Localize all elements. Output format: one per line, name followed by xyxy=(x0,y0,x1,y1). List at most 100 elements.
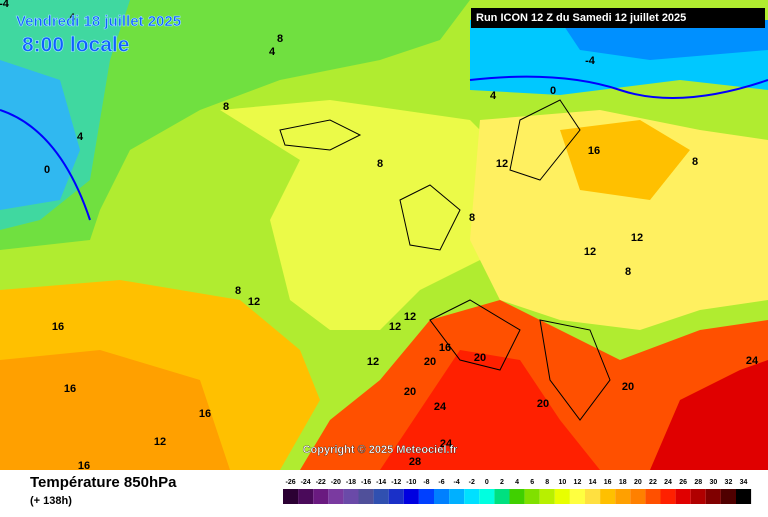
contour-label: 20 xyxy=(424,356,436,368)
legend-label: 8 xyxy=(545,479,549,486)
legend-label: -6 xyxy=(438,479,444,486)
legend-swatch xyxy=(464,489,480,504)
contour-label: 4 xyxy=(77,131,84,143)
legend-label: 24 xyxy=(664,479,672,486)
contour-label: 4 xyxy=(490,90,497,102)
time: 8:00 locale xyxy=(22,34,129,57)
zone-orange-ne xyxy=(560,120,690,200)
legend-swatch xyxy=(328,489,344,504)
legend-label: 16 xyxy=(604,479,612,486)
run: Run ICON 12 Z du Samedi 12 juillet 2025 xyxy=(476,12,686,24)
legend-label: 6 xyxy=(530,479,534,486)
zone-orange-sw xyxy=(0,350,230,470)
isotherm-0 xyxy=(469,75,768,99)
legend-swatch xyxy=(675,489,691,504)
legend-swatch xyxy=(645,489,661,504)
legend-label: -18 xyxy=(346,479,356,486)
legend-swatch xyxy=(554,489,570,504)
contour-label: -4 xyxy=(0,0,10,10)
legend-label: 32 xyxy=(725,479,733,486)
isotherm-0-west xyxy=(0,109,91,221)
contour-label: 12 xyxy=(248,296,260,308)
contour-label: 20 xyxy=(474,352,486,364)
legend-label: -12 xyxy=(391,479,401,486)
contour-label: 12 xyxy=(367,356,379,368)
zone-colder xyxy=(560,20,768,60)
copyright: Copyright © 2025 Meteociel.fr xyxy=(303,444,459,456)
contour-label: 8 xyxy=(223,101,229,113)
legend-label: 12 xyxy=(574,479,582,486)
legend-label: -16 xyxy=(361,479,371,486)
contour-label: 8 xyxy=(625,266,631,278)
legend-label: -20 xyxy=(331,479,341,486)
contour-label: 8 xyxy=(377,158,383,170)
legend-label: -2 xyxy=(469,479,475,486)
contour-label: 0 xyxy=(44,164,50,176)
contour-label: 16 xyxy=(78,460,90,472)
legend-swatch xyxy=(690,489,706,504)
legend-swatch xyxy=(494,489,510,504)
legend-swatch xyxy=(736,489,752,504)
contour-label: -4 xyxy=(585,55,596,67)
legend-label: -22 xyxy=(316,479,326,486)
contour-label: 12 xyxy=(631,232,643,244)
zone-yellow xyxy=(220,100,520,330)
zone-red-deep xyxy=(380,350,600,470)
legend-label: 22 xyxy=(649,479,657,486)
contour-label: 12 xyxy=(404,311,416,323)
legend-label: -14 xyxy=(376,479,386,486)
legend-label: 20 xyxy=(634,479,642,486)
legend-swatch xyxy=(585,489,601,504)
contour-label: 8 xyxy=(277,33,283,45)
legend-swatch xyxy=(705,489,721,504)
legend-swatch xyxy=(388,489,404,504)
legend-swatch xyxy=(373,489,389,504)
legend-swatch xyxy=(569,489,585,504)
map xyxy=(0,0,768,470)
legend-label: 10 xyxy=(558,479,566,486)
contour-label: 28 xyxy=(409,456,421,468)
legend-label: 28 xyxy=(694,479,702,486)
contour-label: 4 xyxy=(269,46,276,58)
zone-yellow-east xyxy=(470,110,768,330)
zone-green xyxy=(0,0,470,250)
contour-label: 8 xyxy=(235,285,241,297)
legend-swatch xyxy=(449,489,465,504)
footer-title: Température 850hPa xyxy=(30,474,177,491)
run-box xyxy=(471,8,765,28)
contour-label: 16 xyxy=(52,321,64,333)
contour-label: 12 xyxy=(496,158,508,170)
legend-label: -8 xyxy=(423,479,429,486)
legend-swatch xyxy=(660,489,676,504)
legend-swatch xyxy=(298,489,314,504)
legend-label: -10 xyxy=(406,479,416,486)
legend-label: 0 xyxy=(485,479,489,486)
contour-label: 20 xyxy=(537,398,549,410)
legend-label: -24 xyxy=(301,479,311,486)
footer-subtitle: (+ 138h) xyxy=(30,495,72,507)
legend-swatch xyxy=(358,489,374,504)
contour-label: 24 xyxy=(434,401,447,413)
legend-swatch xyxy=(720,489,736,504)
legend-label: 14 xyxy=(589,479,597,486)
legend-swatch xyxy=(539,489,555,504)
contour-label: 24 xyxy=(440,438,453,450)
contour-label: 0 xyxy=(550,85,556,97)
legend-swatch xyxy=(509,489,525,504)
legend-swatch xyxy=(283,489,299,504)
legend-label: 18 xyxy=(619,479,627,486)
legend-swatch xyxy=(630,489,646,504)
legend-swatch xyxy=(418,489,434,504)
legend: -26 -24 -22 -20 -18 -16 -14 -12 -10 -8 -6 -4 -2 0 2 4 6 8… xyxy=(283,479,752,504)
contour-label: 16 xyxy=(199,408,211,420)
legend-label: 2 xyxy=(500,479,504,486)
legend-swatch xyxy=(615,489,631,504)
contour-label: 12 xyxy=(584,246,596,258)
contour-label: 12 xyxy=(154,436,166,448)
zone-red-east xyxy=(650,360,768,470)
legend-swatch xyxy=(403,489,419,504)
contour-label: 16 xyxy=(64,383,76,395)
legend-swatch xyxy=(479,489,495,504)
